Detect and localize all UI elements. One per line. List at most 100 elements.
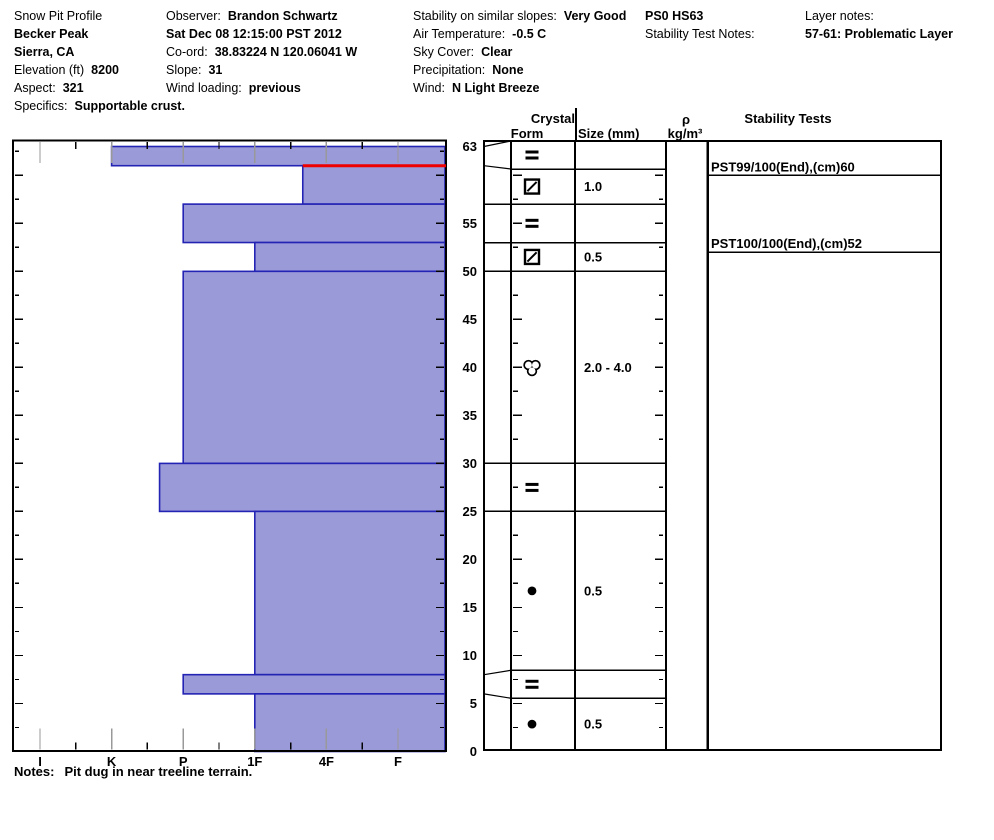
depth-label-40: 40: [463, 360, 477, 375]
crystal-form-column: [510, 140, 576, 751]
depth-label-63: 63: [463, 139, 477, 154]
notes-label: Notes:: [14, 764, 54, 779]
header-field: Stability Test Notes:: [645, 25, 755, 43]
layer-bar-63-61: [110, 145, 446, 167]
field-value: Very Good: [563, 9, 627, 23]
hardness-label-F: F: [394, 754, 402, 769]
crystal-header: Crystal: [531, 111, 575, 126]
depth-label-0: 0: [470, 744, 477, 759]
depth-label-45: 45: [463, 312, 477, 327]
depth-label-25: 25: [463, 504, 477, 519]
hardness-label-4F: 4F: [319, 754, 334, 769]
field-label: Wind:: [413, 81, 445, 95]
field-value: Supportable crust.: [74, 99, 185, 113]
field-label: Precipitation:: [413, 63, 486, 77]
header-column-4: PS0 HS63 Stability Test Notes:: [645, 7, 755, 43]
layer-bar-8-6: [182, 673, 446, 695]
grain-size-value: 0.5: [584, 583, 602, 598]
field-value: Sat Dec 08 12:15:00 PST 2012: [166, 27, 342, 41]
header-column-5: Layer notes: 57-61: Problematic Layer: [805, 7, 953, 43]
field-value: 321: [62, 81, 84, 95]
hardness-label-K: K: [107, 754, 117, 769]
field-value: 8200: [91, 63, 119, 77]
header-field: Sat Dec 08 12:15:00 PST 2012: [166, 25, 357, 43]
notes-line: Notes: Pit dug in near treeline terrain.: [14, 764, 252, 779]
grain-size-value: 0.5: [584, 717, 602, 732]
header-field: Elevation (ft) 8200: [14, 61, 185, 79]
crust-icon: [525, 488, 539, 492]
stability-test-label: PST99/100(End),(cm)60: [711, 159, 855, 174]
header-field: Co-ord: 38.83224 N 120.06041 W: [166, 43, 357, 61]
rounded-grains-icon: [527, 719, 537, 729]
field-value: None: [492, 63, 524, 77]
form-header: Form: [511, 126, 544, 141]
density-header: ρ: [682, 112, 690, 127]
field-label: Observer:: [166, 9, 221, 23]
grain-size-value: 2.0 - 4.0: [584, 360, 632, 375]
depth-leader-line: [483, 165, 512, 170]
grain-size-value: 0.5: [584, 249, 602, 264]
melt-cluster-icon: [528, 367, 536, 375]
depth-leader-line: [483, 669, 512, 676]
header-column-3: Stability on similar slopes: Very Good Air…: [413, 7, 626, 97]
crust-icon: [525, 679, 539, 683]
size-header: Size (mm): [578, 126, 639, 141]
stability-tests-header: Stability Tests: [744, 111, 831, 126]
density-column: [665, 140, 709, 751]
hardness-label-P: P: [179, 754, 188, 769]
depth-leader-line: [483, 140, 512, 148]
header-field: Wind loading: previous: [166, 79, 357, 97]
header-field: Air Temperature: -0.5 C: [413, 25, 626, 43]
depth-label-15: 15: [463, 600, 477, 615]
field-label: Sky Cover:: [413, 45, 475, 59]
header-field: 57-61: Problematic Layer: [805, 25, 953, 43]
melt-cluster-icon: [525, 361, 532, 369]
depth-leader-line: [483, 693, 512, 699]
field-label: Slope:: [166, 63, 202, 77]
header-field: Snow Pit Profile: [14, 7, 185, 25]
field-label: Stability on similar slopes:: [413, 9, 557, 23]
crust-icon: [525, 150, 539, 154]
field-value: previous: [248, 81, 301, 95]
field-value: Becker Peak: [14, 27, 89, 41]
stability-test-entries: PST99/100(End),(cm)60 PST100/100(End),(cm…: [709, 159, 940, 253]
field-value: 57-61: Problematic Layer: [805, 27, 953, 41]
field-label: Aspect:: [14, 81, 56, 95]
layer-bar-57-53: [182, 203, 446, 244]
header-field: Specifics: Supportable crust.: [14, 97, 185, 115]
crust-icon: [525, 218, 539, 222]
crust-icon: [525, 482, 539, 486]
field-label: Co-ord:: [166, 45, 208, 59]
depth-label-30: 30: [463, 456, 477, 471]
leader-column: [483, 140, 512, 751]
field-value: -0.5 C: [512, 27, 547, 41]
depth-label-10: 10: [463, 648, 477, 663]
hardness-label-1F: 1F: [247, 754, 262, 769]
header-field: Slope: 31: [166, 61, 357, 79]
notes-text: Pit dug in near treeline terrain.: [64, 764, 252, 779]
field-value: PS0 HS63: [645, 9, 704, 23]
field-label: Air Temperature:: [413, 27, 506, 41]
header-field: Wind: N Light Breeze: [413, 79, 626, 97]
header-field: Sierra, CA: [14, 43, 185, 61]
stability-tests-column: [707, 140, 942, 751]
hardness-bars: [110, 145, 446, 753]
faceted-rounding-icon: [526, 251, 538, 263]
header-field: Layer notes:: [805, 7, 953, 25]
header-field: Becker Peak: [14, 25, 185, 43]
field-label: Stability Test Notes:: [645, 27, 755, 41]
header-field: Stability on similar slopes: Very Good: [413, 7, 626, 25]
field-label: Elevation (ft): [14, 63, 85, 77]
field-label: Snow Pit Profile: [14, 9, 103, 23]
crust-icon: [525, 156, 539, 160]
layer-bar-53-50: [254, 241, 446, 273]
layer-bar-50-30: [182, 270, 446, 465]
hardness-label-I: I: [38, 754, 42, 769]
depth-label-35: 35: [463, 408, 477, 423]
rounded-grains-icon: [527, 586, 537, 596]
size-column: [574, 140, 667, 751]
depth-label-5: 5: [470, 696, 477, 711]
field-value: 31: [208, 63, 223, 77]
